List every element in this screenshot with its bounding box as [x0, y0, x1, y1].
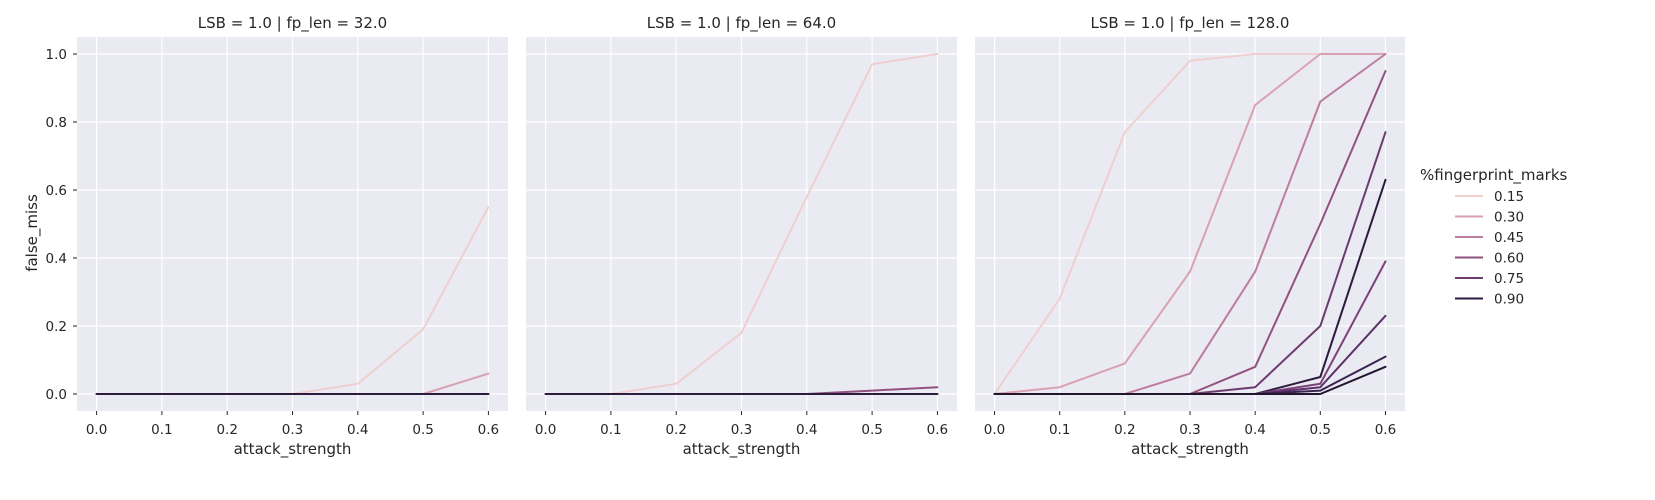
x-tick-label: 0.5: [861, 422, 882, 438]
x-tick-label: 0.5: [412, 422, 433, 438]
x-tick-label: 0.6: [478, 422, 499, 438]
series-line-extra-4: [993, 365, 1387, 395]
x-axis-label: attack_strength: [683, 440, 801, 459]
legend-item: 0.30: [1455, 210, 1524, 226]
y-axis-label: false_miss: [23, 194, 42, 272]
panel-title: LSB = 1.0 | fp_len = 128.0: [1091, 14, 1290, 33]
x-tick-label: 0.4: [1244, 422, 1265, 438]
x-tick-label: 0.0: [86, 422, 107, 438]
legend-item: 0.90: [1455, 292, 1524, 308]
series-lines: [993, 53, 1387, 395]
panel-title: LSB = 1.0 | fp_len = 32.0: [198, 14, 387, 33]
x-axis-label: attack_strength: [234, 440, 352, 459]
x-tick-label: 0.5: [1310, 422, 1331, 438]
legend-item: 0.45: [1455, 230, 1524, 246]
y-tick-label: 0.8: [46, 115, 67, 131]
legend-label: 0.60: [1494, 251, 1524, 267]
x-tick-label: 0.3: [1179, 422, 1200, 438]
facet-panels: 0.0 0.2 0.4 0.6 0.8 1.0 0.0 0.1 0.2 0.3 0.4 0.5 0.6 a…: [46, 14, 1405, 459]
x-tick-label: 0.3: [282, 422, 303, 438]
legend-item: 0.75: [1455, 271, 1524, 287]
legend-label: 0.90: [1494, 292, 1524, 308]
x-tick-label: 0.0: [984, 422, 1005, 438]
y-tick-label: 0.6: [46, 183, 67, 199]
x-tick-label: 0.2: [665, 422, 686, 438]
x-tick-label: 0.4: [347, 422, 368, 438]
facet-panel-1: 0.0 0.2 0.4 0.6 0.8 1.0 0.0 0.1 0.2 0.3 0.4 0.5 0.6 a…: [46, 14, 508, 459]
legend-item: 0.60: [1455, 251, 1524, 267]
x-tick-label: 0.6: [927, 422, 948, 438]
series-line-0.30: [993, 53, 1387, 395]
series-lines: [544, 53, 939, 395]
facet-panel-2: 0.0 0.1 0.2 0.3 0.4 0.5 0.6 attack_strength LSB …: [526, 14, 957, 459]
series-lines: [95, 206, 490, 395]
x-tick-label: 0.6: [1375, 422, 1396, 438]
x-tick-label: 0.3: [731, 422, 752, 438]
x-tick-label: 0.1: [600, 422, 621, 438]
x-tick-label: 0.4: [796, 422, 817, 438]
y-tick-label: 0.0: [46, 387, 67, 403]
x-tick-label: 0.1: [151, 422, 172, 438]
legend-title: %fingerprint_marks: [1420, 166, 1568, 185]
x-axis-label: attack_strength: [1131, 440, 1249, 459]
legend-label: 0.45: [1494, 230, 1524, 246]
legend-label: 0.30: [1494, 210, 1524, 226]
y-tick-label: 1.0: [46, 47, 67, 63]
x-tick-label: 0.0: [535, 422, 556, 438]
legend: %fingerprint_marks 0.15 0.30 0.45 0.60 0.75 0.…: [1420, 166, 1568, 308]
x-tick-label: 0.2: [216, 422, 237, 438]
legend-item: 0.15: [1455, 189, 1524, 205]
x-tick-label: 0.2: [1114, 422, 1135, 438]
y-tick-label: 0.4: [46, 251, 67, 267]
x-tick-label: 0.1: [1049, 422, 1070, 438]
panel-title: LSB = 1.0 | fp_len = 64.0: [647, 14, 836, 33]
legend-label: 0.15: [1494, 189, 1524, 205]
y-tick-label: 0.2: [46, 319, 67, 335]
facet-panel-3: 0.0 0.1 0.2 0.3 0.4 0.5 0.6 attack_strength LSB …: [975, 14, 1405, 459]
legend-label: 0.75: [1494, 271, 1524, 287]
